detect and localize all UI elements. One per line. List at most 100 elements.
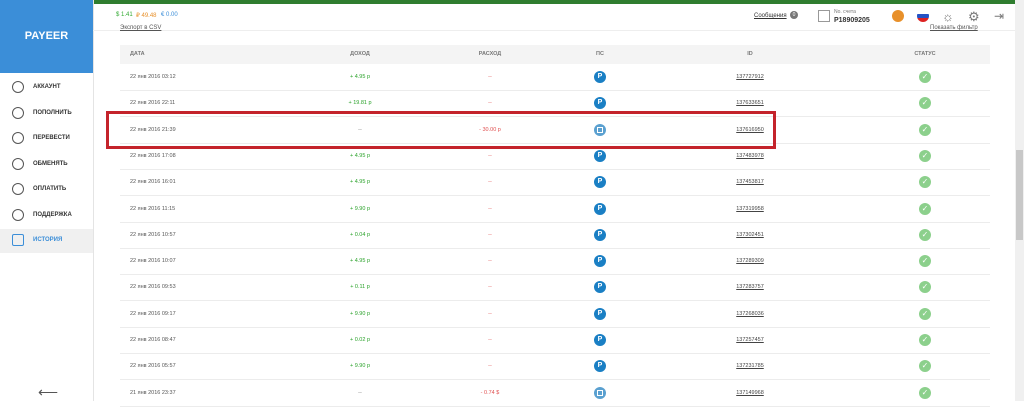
expense: -- [488,74,492,80]
date: 22 янв 2016 16:01 [130,179,176,186]
theme-icon[interactable]: ☼ [942,9,954,24]
payeer-icon[interactable] [892,10,904,22]
income: + 0.02 р [349,337,371,343]
scroll-thumb[interactable] [1016,150,1023,240]
transaction-id[interactable]: 137319958 [736,205,764,212]
column-header: ПС [596,51,604,57]
menu-label: ИСТОРИЯ [33,237,63,243]
transaction-id[interactable]: 137616950 [736,126,764,133]
menu-label: ОПЛАТИТЬ [33,186,67,192]
menu-icon [12,132,24,144]
account-icon [818,10,830,22]
menu-label: ПОПОЛНИТЬ [33,109,72,116]
balance-usd: $ 1.41 [116,12,133,18]
menu-icon [12,81,24,93]
menu-icon [12,208,24,221]
transaction-id[interactable]: 137268036 [736,310,764,317]
transaction-id[interactable]: 137257457 [736,337,764,343]
menu-item[interactable]: АККАУНТ [0,76,93,100]
menu-item[interactable]: ПОПОЛНИТЬ [0,102,93,126]
column-header: РАСХОД [478,51,502,57]
messages-link[interactable]: Сообщения [754,13,787,19]
payment-system: P [594,202,606,215]
date: 22 янв 2016 10:07 [130,258,176,265]
row-divider [120,405,990,407]
currency: ₽ [136,13,140,19]
collapse-arrow[interactable]: ⟵ [38,384,59,400]
payment-system: P [594,360,606,373]
balance-eur: € 0.00 [161,12,178,18]
date: 22 янв 2016 05:57 [130,363,176,370]
expense: -- [488,100,492,107]
transaction-id[interactable]: 137302451 [736,231,764,238]
column-header: СТАТУС [914,51,936,57]
menu-item[interactable]: ИСТОРИЯ [0,229,93,253]
menu-label: ПОДДЕРЖКА [33,211,72,218]
status-ok: ✓ [919,255,931,268]
date: 22 янв 2016 09:17 [130,310,176,317]
menu-item[interactable]: ОБМЕНЯТЬ [0,153,93,177]
income: + 0.11 р [350,284,370,291]
date: 22 янв 2016 11:15 [130,205,176,212]
transaction-id[interactable]: 137727912 [736,74,764,80]
transaction-id[interactable]: 137149968 [736,389,764,396]
settings-icon[interactable]: ⚙ [968,9,980,24]
status-ok: ✓ [919,123,931,136]
date: 21 янв 2016 23:37 [130,389,176,396]
language-flag[interactable] [917,10,929,22]
balance-rub: ₽ 49.48 [136,12,157,19]
menu-label: ПЕРЕВЕСТИ [33,135,70,141]
date: 22 янв 2016 21:39 [130,126,176,133]
export-link[interactable]: Экспорт в CSV [120,25,162,31]
logout-icon[interactable]: ⇥ [994,9,1005,23]
expense: -- [488,363,492,370]
row-divider [120,247,990,249]
menu-item[interactable]: ОПЛАТИТЬ [0,178,93,202]
status-ok: ✓ [919,360,931,373]
transaction-id[interactable]: 137633651 [736,100,764,107]
currency: € [161,12,165,18]
menu-item[interactable]: ПЕРЕВЕСТИ [0,127,93,151]
column-header: ДАТА [130,51,145,57]
date: 22 янв 2016 10:57 [130,231,176,238]
transaction-id[interactable]: 137483978 [736,152,764,159]
status-ok: ✓ [919,97,931,110]
payment-system: P [594,307,606,320]
payment-system-bank [594,386,606,399]
menu-icon [12,234,24,246]
amount: 1.41 [121,12,133,18]
row-divider [120,116,990,118]
expense: -- [488,258,492,265]
income: + 9.90 р [349,205,371,212]
menu-label: ОБМЕНЯТЬ [33,160,68,167]
income: + 4.95 р [349,258,371,265]
expense: -- [488,284,492,291]
income: + 19.81 р [348,100,372,107]
top-strip [0,0,1024,4]
transaction-id[interactable]: 137453817 [736,179,764,186]
filter-link[interactable]: Показать фильтр [930,25,978,31]
expense: - 0.74 $ [480,389,500,396]
logo[interactable]: PAYEER [0,0,93,73]
status-ok: ✓ [919,71,931,83]
transaction-id[interactable]: 137289309 [736,258,764,265]
amount: 49.48 [141,13,157,19]
income: + 9.90 р [349,310,371,317]
row-divider [120,195,990,197]
menu-item[interactable]: ПОДДЕРЖКА [0,204,93,228]
transaction-id[interactable]: 137283757 [736,284,764,291]
transaction-id[interactable]: 137231785 [736,363,764,370]
payment-system: P [594,97,606,110]
status-ok: ✓ [919,149,931,162]
row-divider [120,300,990,302]
income: + 4.95 р [349,179,371,186]
income: + 9.90 р [349,363,371,370]
row-divider [120,142,990,144]
row-divider [120,168,990,170]
payment-system: P [594,176,606,189]
row-divider [120,90,990,91]
payment-system-bank [594,123,606,136]
column-header: ДОХОД [350,51,370,57]
menu-icon [12,106,24,119]
